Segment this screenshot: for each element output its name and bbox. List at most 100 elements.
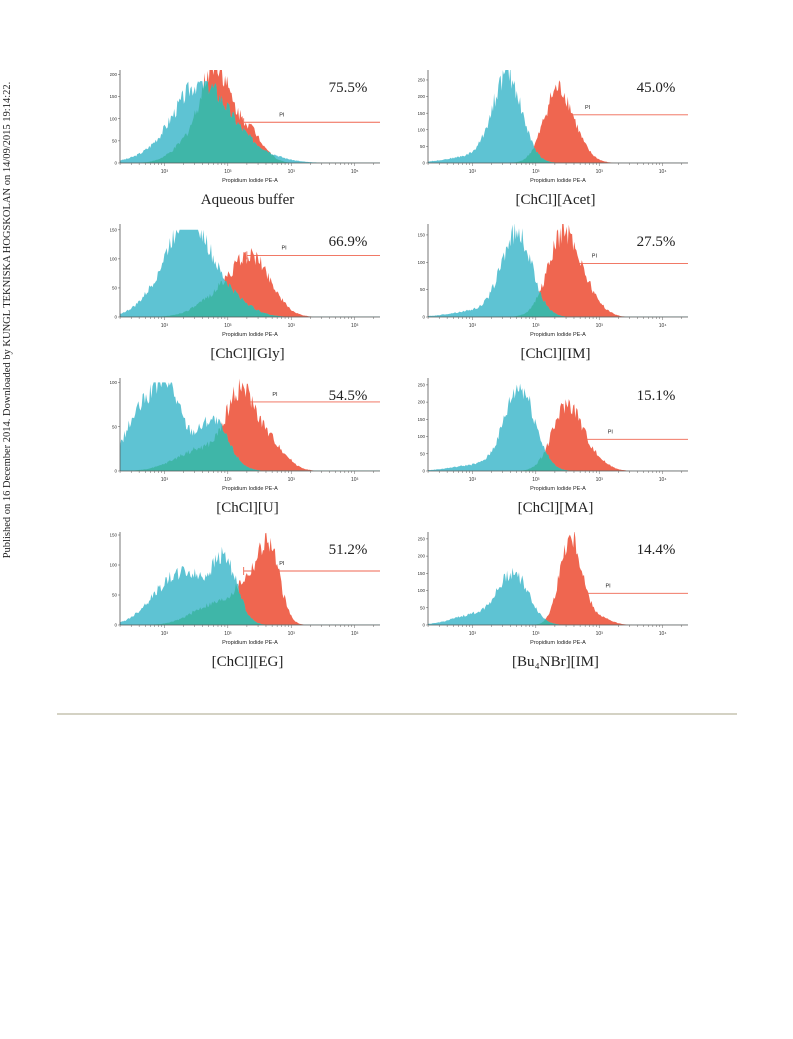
x-tick-label: 10³	[288, 169, 296, 175]
histogram-panel: 10³10³10³10⁴10⁵050100150200250Propidium …	[418, 376, 693, 517]
y-tick-label: 150	[418, 111, 425, 116]
x-axis-label: Propidium Iodide PE-A	[222, 486, 278, 492]
overlap-histogram	[120, 280, 380, 317]
histogram-areas	[120, 378, 380, 471]
control-histogram	[120, 546, 380, 625]
x-tick-label: 10³	[469, 169, 477, 175]
y-tick-label: 100	[418, 127, 425, 132]
pi-positive-percent: 27.5%	[637, 234, 676, 250]
y-tick-label: 50	[112, 593, 118, 598]
pi-positive-percent: 51.2%	[329, 542, 368, 558]
y-tick-label: 100	[110, 116, 117, 121]
y-tick-label: 200	[418, 554, 425, 559]
x-tick-label: 10³	[351, 477, 359, 483]
histogram-areas	[428, 532, 688, 625]
x-tick-label: 10³	[532, 169, 540, 175]
y-tick-label: 200	[418, 400, 425, 405]
y-tick-label: 100	[110, 256, 117, 261]
y-tick-label: 50	[420, 605, 426, 610]
x-axis-label: Propidium Iodide PE-A	[222, 640, 278, 646]
y-tick-label: 150	[418, 417, 425, 422]
x-tick-label: 10³	[161, 169, 169, 175]
x-axis-label: Propidium Iodide PE-A	[222, 332, 278, 338]
x-tick-label: 10³	[288, 631, 296, 637]
overlap-histogram	[428, 452, 688, 471]
x-tick-label: 10³	[469, 631, 477, 637]
x-tick-label: 10⁴	[659, 631, 667, 637]
panel-caption: [ChCl][EG]	[211, 654, 284, 670]
y-tick-label: 0	[422, 623, 425, 628]
y-tick-label: 0	[422, 161, 425, 166]
y-tick-label: 50	[112, 286, 118, 291]
publication-side-note: Published on 16 December 2014. Downloade…	[2, 81, 13, 559]
x-tick-label: 10³	[224, 477, 232, 483]
y-tick-label: 100	[110, 563, 117, 568]
y-tick-label: 150	[418, 571, 425, 576]
histogram-panel: 10³10³10³10³10⁵050100150Propidium Iodide…	[110, 530, 385, 671]
y-tick-label: 100	[110, 380, 117, 385]
x-tick-label: 10³	[596, 323, 604, 329]
histogram-plot: 10³10³10³10⁴10⁵050100150200250Propidium …	[418, 532, 688, 646]
x-tick-label: 10⁴	[659, 323, 667, 329]
panel-caption: [ChCl][Gly]	[210, 346, 285, 362]
x-tick-label: 10³	[596, 477, 604, 483]
pi-gate-label: PI	[585, 105, 591, 111]
pi-positive-percent: 15.1%	[637, 388, 676, 404]
pi-gate-label: PI	[279, 561, 285, 567]
stained-histogram	[428, 224, 688, 317]
y-tick-label: 0	[422, 469, 425, 474]
y-tick-label: 250	[418, 78, 425, 83]
y-tick-label: 200	[418, 94, 425, 99]
y-tick-label: 150	[110, 94, 117, 99]
histogram-areas	[428, 383, 688, 471]
histogram-plot: 10³10³10³10⁴10⁵050100150200250Propidium …	[418, 378, 688, 492]
y-tick-label: 100	[418, 434, 425, 439]
x-axis-label: Propidium Iodide PE-A	[530, 640, 586, 646]
histogram-panel: 10³10³10³10⁴10⁵050100150Propidium Iodide…	[418, 222, 693, 363]
x-tick-label: 10³	[224, 169, 232, 175]
y-tick-label: 50	[420, 451, 426, 456]
x-tick-label: 10³	[469, 323, 477, 329]
x-tick-label: 10³	[224, 631, 232, 637]
control-histogram	[428, 224, 688, 317]
y-tick-label: 100	[418, 588, 425, 593]
histogram-plot: 10³10³10³10⁴10⁵050100150Propidium Iodide…	[418, 224, 688, 338]
stained-histogram	[428, 399, 688, 471]
pi-gate-label: PI	[608, 429, 614, 435]
panel-caption: [ChCl][IM]	[520, 346, 591, 362]
control-histogram	[120, 229, 380, 317]
y-tick-label: 50	[112, 424, 118, 429]
pi-positive-percent: 75.5%	[329, 80, 368, 96]
panel-caption: [ChCl][MA]	[517, 500, 594, 516]
histogram-areas	[120, 229, 380, 317]
y-tick-label: 150	[110, 227, 117, 232]
pi-gate-label: PI	[592, 253, 598, 259]
y-tick-label: 50	[420, 144, 426, 149]
x-tick-label: 10³	[161, 477, 169, 483]
histogram-plot: 10³10³10³10⁵10⁵050100150200Propidium Iod…	[110, 70, 380, 184]
y-tick-label: 0	[114, 623, 117, 628]
x-axis-label: Propidium Iodide PE-A	[530, 178, 586, 184]
histogram-panel: 10³10³10³10³10⁵050100Propidium Iodide PE…	[110, 376, 385, 517]
y-tick-label: 0	[114, 315, 117, 320]
overlap-histogram	[120, 583, 380, 625]
overlap-histogram	[120, 424, 380, 471]
histogram-areas	[120, 532, 380, 625]
y-tick-label: 100	[418, 260, 425, 265]
control-histogram	[428, 567, 688, 625]
histogram-plot: 10³10³10³10³10⁵050100150Propidium Iodide…	[110, 532, 380, 646]
histogram-panel: 10³10³10³10⁵10⁵050100150200Propidium Iod…	[110, 68, 385, 209]
x-axis-label: Propidium Iodide PE-A	[530, 332, 586, 338]
pi-positive-percent: 45.0%	[637, 80, 676, 96]
control-histogram	[428, 383, 688, 471]
y-tick-label: 0	[114, 161, 117, 166]
panel-caption: [ChCl][Acet]	[515, 192, 596, 208]
histogram-areas	[428, 70, 688, 163]
histogram-plot: 10³10³10³10³10⁵050100Propidium Iodide PE…	[110, 378, 380, 492]
x-tick-label: 10³	[532, 477, 540, 483]
x-tick-label: 10³	[596, 631, 604, 637]
histogram-panel: 10³10³10³10⁴10⁵050100150200250Propidium …	[418, 530, 693, 671]
pi-positive-percent: 66.9%	[329, 234, 368, 250]
y-tick-label: 0	[422, 315, 425, 320]
histogram-areas	[428, 224, 688, 317]
